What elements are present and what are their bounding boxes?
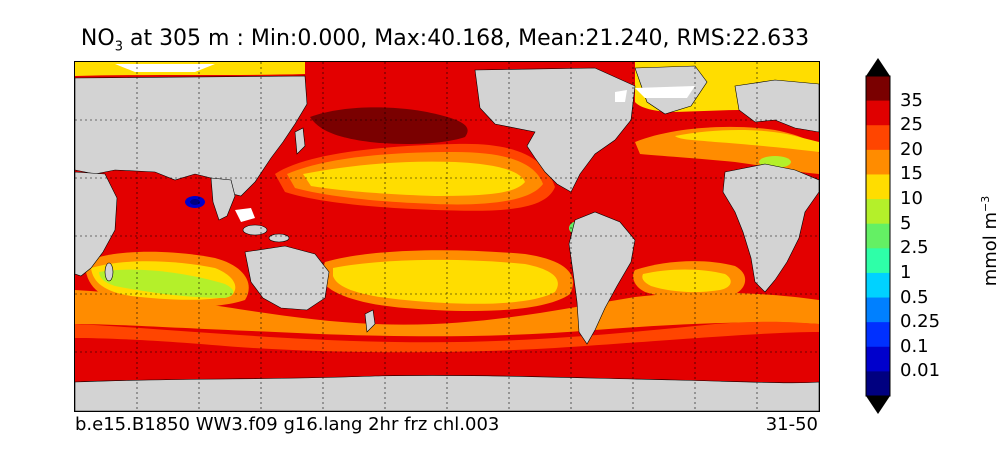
colorbar-top-extend [866, 58, 890, 76]
colorbar-tick-label: 0.01 [900, 360, 941, 382]
ice-indonesia [235, 208, 255, 222]
africa [722, 163, 819, 293]
colorbar-swatch [866, 346, 890, 372]
ice-patches [115, 64, 695, 222]
colorbar-tick-label: 1 [900, 261, 912, 283]
japan [294, 127, 306, 155]
africa-wrap [75, 171, 118, 277]
colorbar-tick-label: 0.1 [900, 335, 929, 357]
colorbar-swatch [866, 199, 890, 225]
colorbar-swatch [866, 76, 890, 102]
colorbar-swatch [866, 100, 890, 126]
colorbar-tick-label: 0.25 [900, 311, 941, 333]
colorbar-swatches [865, 58, 891, 414]
colorbar-tick-label: 15 [900, 163, 923, 185]
gridlines [75, 62, 819, 411]
colorbar-tick-label: 5 [900, 212, 912, 234]
colorbar-tick-label: 20 [900, 138, 923, 160]
colorbar-tick-label: 10 [900, 188, 923, 210]
units-text: mmol m [980, 211, 1001, 287]
colorbar [865, 58, 891, 414]
india [210, 177, 236, 221]
southern-orange-band [75, 290, 819, 337]
north-atlantic-core [675, 130, 819, 152]
colorbar-tick-label: 2.5 [900, 237, 929, 259]
colorbar-swatch [866, 174, 890, 200]
subarctic-pacific-max [310, 107, 468, 145]
borneo [242, 224, 268, 236]
years-caption: 31-50 [765, 414, 818, 435]
title-stats: at 305 m : Min:0.000, Max:40.168, Mean:2… [122, 26, 810, 51]
colorbar-swatch [866, 297, 890, 323]
southern-red-orange-band [75, 321, 819, 353]
south-atlantic-core [642, 269, 731, 293]
plot-title: NO3 at 305 m : Min:0.000, Max:40.168, Me… [0, 26, 890, 54]
ice-arctic-1 [115, 64, 215, 72]
colorbar-swatch [866, 371, 890, 397]
colorbar-bottom-extend [866, 396, 890, 414]
ice-hudson [615, 90, 627, 102]
units-exponent: −3 [979, 195, 992, 212]
colorbar-swatch [866, 149, 890, 175]
arabian-sea-min [190, 199, 200, 205]
colorbar-tick-label: 35 [900, 89, 923, 111]
indian-core [99, 269, 234, 298]
north-pacific-core [303, 161, 525, 196]
colorbar-swatch [866, 223, 890, 249]
new-guinea [268, 233, 290, 243]
colorbar-swatch [866, 248, 890, 274]
colorbar-tick-label: 0.5 [900, 286, 929, 308]
colorbar-swatch [866, 125, 890, 151]
madagascar [104, 262, 114, 282]
case-caption: b.e15.B1850 WW3.f09 g16.lang 2hr frz chl… [75, 414, 500, 435]
south-america [568, 211, 636, 345]
south-pacific-core [333, 259, 558, 304]
map-svg [75, 62, 819, 411]
colorbar-swatch [866, 272, 890, 299]
colorbar-outline [865, 75, 891, 397]
title-variable: NO [80, 26, 115, 51]
colorbar-swatch [866, 322, 890, 348]
new-zealand [364, 309, 376, 333]
ice-arctic-2 [635, 86, 695, 98]
global-map [74, 61, 820, 412]
colorbar-units: mmol m−3 [979, 181, 1001, 301]
colorbar-tick-label: 25 [900, 114, 923, 136]
title-subscript: 3 [114, 39, 123, 55]
europe [734, 79, 819, 133]
